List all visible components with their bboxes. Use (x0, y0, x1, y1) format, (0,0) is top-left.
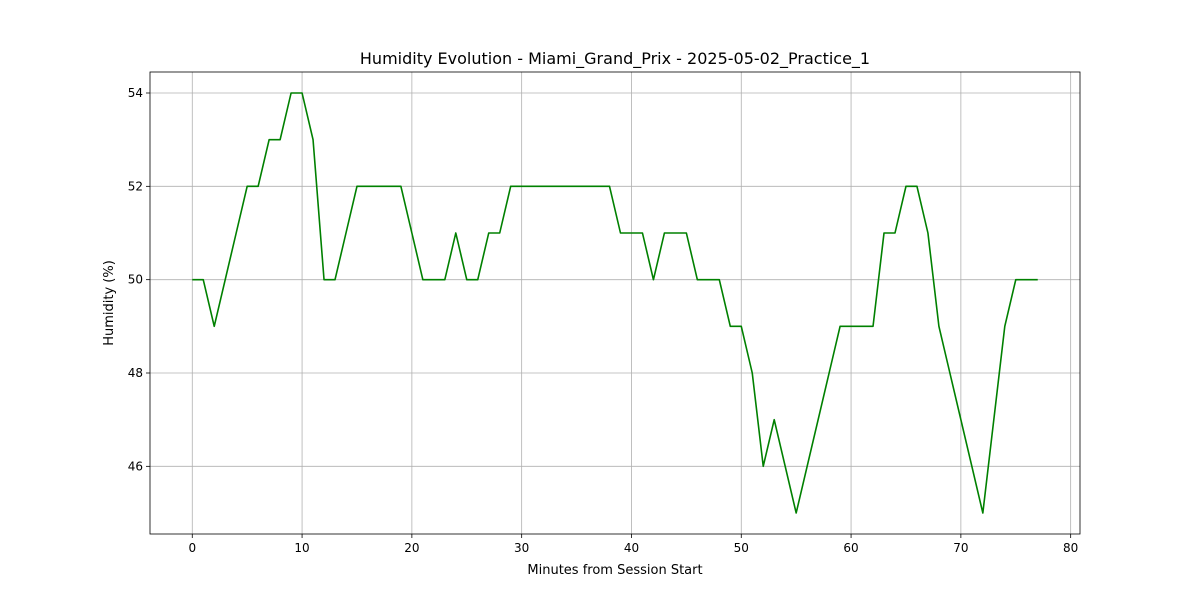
x-tick-label: 10 (294, 541, 309, 555)
plot-frame (149, 71, 1081, 535)
chart-title: Humidity Evolution - Miami_Grand_Prix - … (360, 49, 870, 69)
y-tick-label: 52 (128, 179, 143, 193)
y-tick-label: 54 (128, 86, 143, 100)
x-tick-label: 30 (514, 541, 529, 555)
y-tick-label: 50 (128, 273, 143, 287)
series-layer (192, 92, 1038, 514)
y-tick-label: 48 (128, 366, 143, 380)
x-tick-label: 80 (1063, 541, 1078, 555)
y-axis-label: Humidity (%) (102, 260, 117, 346)
x-tick-label: 50 (734, 541, 749, 555)
x-tick-label: 40 (624, 541, 639, 555)
humidity-series-line (192, 92, 1038, 514)
x-tick-label: 60 (843, 541, 858, 555)
x-tick-label: 0 (188, 541, 196, 555)
x-tick-label: 70 (953, 541, 968, 555)
axis-ticks: 0 10 20 30 40 50 60 70 80 46 48 50 52 54 (128, 86, 1079, 555)
x-tick-label: 20 (404, 541, 419, 555)
y-tick-label: 46 (128, 459, 143, 473)
grid-lines (150, 72, 1080, 534)
x-axis-label: Minutes from Session Start (527, 563, 702, 578)
